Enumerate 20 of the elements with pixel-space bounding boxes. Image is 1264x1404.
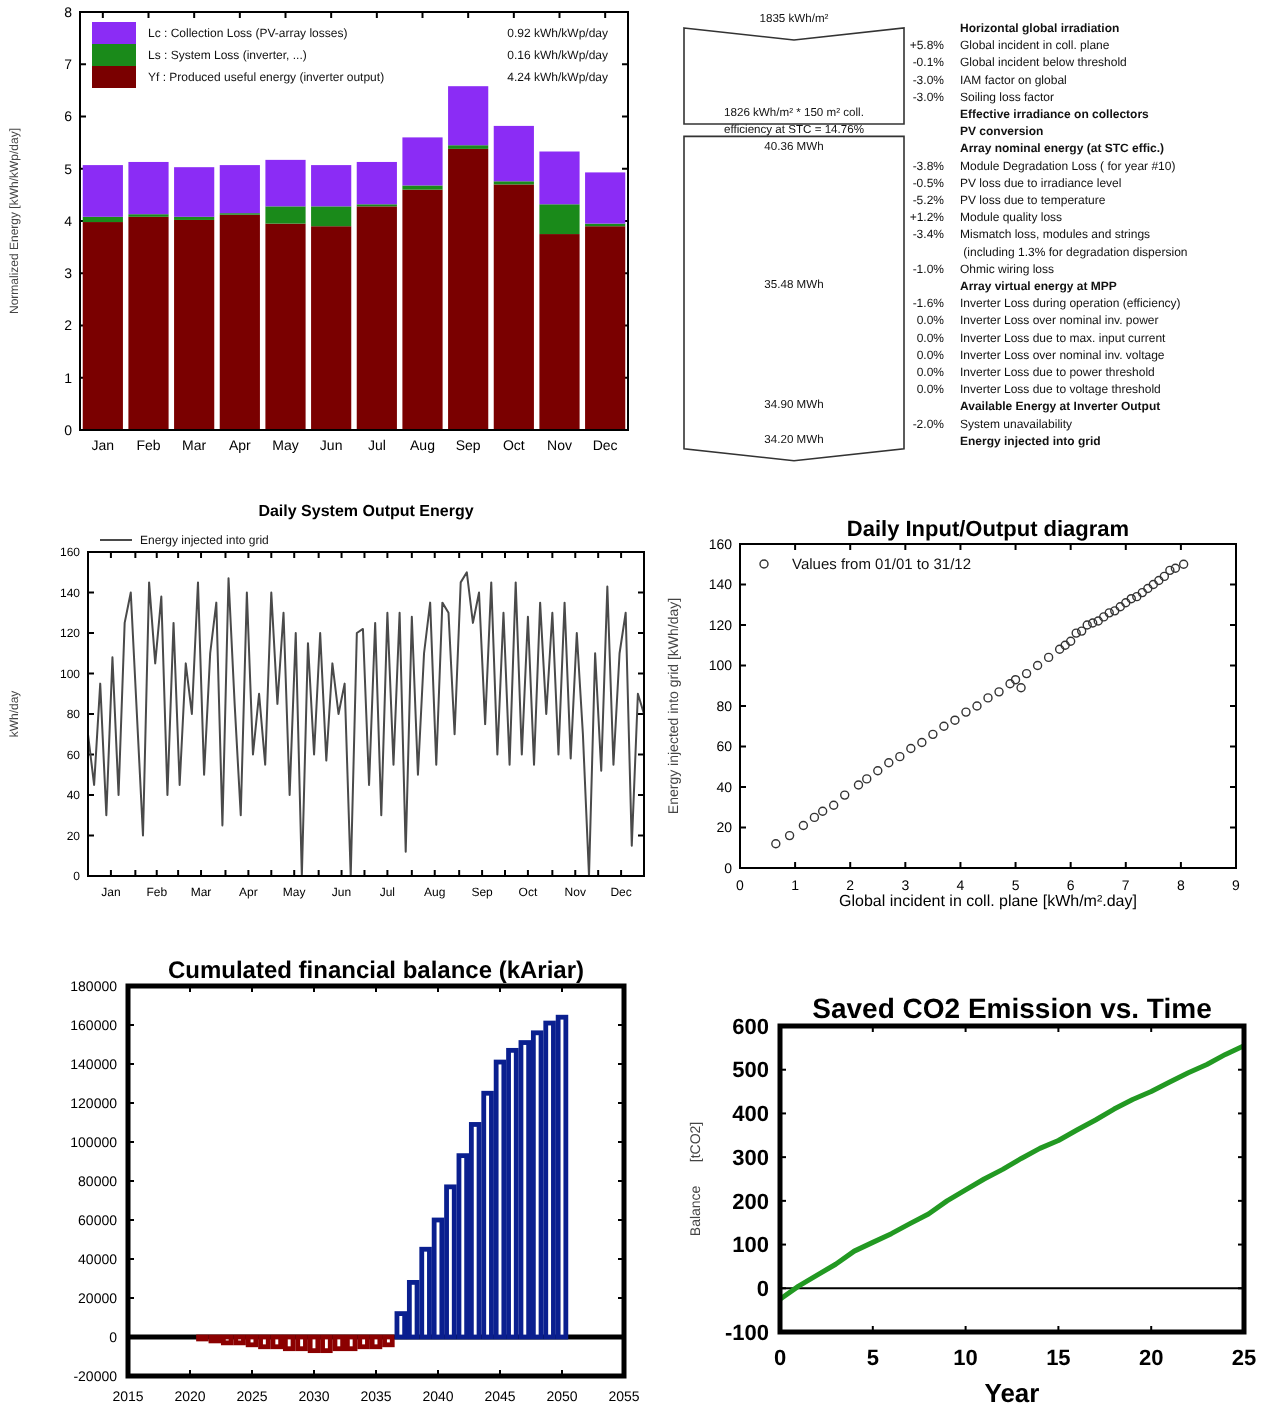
chart-title: Daily System Output Energy (258, 502, 475, 520)
x-tick-label: 25 (1231, 1347, 1257, 1371)
y-tick-label: 400 (732, 1103, 769, 1128)
chart-title: Cumulated financial balance (kAriar) (167, 956, 585, 984)
y-tick-label: 500 (732, 1059, 769, 1084)
chart-title: Daily Input/Output diagram (846, 518, 1130, 542)
x-tick-label: 0 (773, 1347, 787, 1371)
x-tick-label: 20 (1138, 1347, 1164, 1371)
y-tick-label: 200 (732, 1190, 769, 1215)
x-tick-label: 10 (953, 1347, 978, 1371)
y-tick-label: 600 (732, 1015, 769, 1040)
x-tick-label: 15 (1046, 1347, 1071, 1371)
chart-title: Saved CO2 Emission vs. Time (812, 992, 1213, 1024)
y-tick-label: -100 (724, 1321, 769, 1346)
x-tick-label: 5 (866, 1347, 879, 1371)
y-tick-label: 0 (756, 1277, 769, 1302)
x-axis-title: Global incident in coll. plane [kWh/m².day] (839, 892, 1137, 910)
y-tick-label: 100 (732, 1234, 769, 1259)
y-tick-label: 300 (732, 1146, 769, 1171)
x-axis-title: Year (984, 1378, 1040, 1404)
